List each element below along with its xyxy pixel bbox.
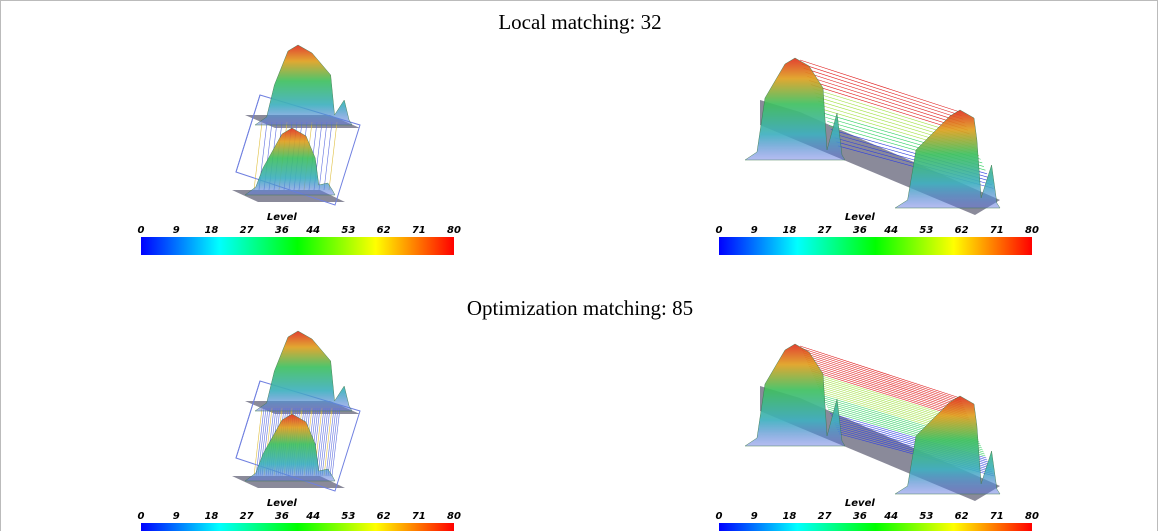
match-line (324, 122, 332, 190)
colorbar-tick-label: 44 (305, 511, 320, 522)
match-line (802, 64, 962, 116)
match-line (805, 357, 964, 408)
colorbar-tick-label: 0 (716, 225, 723, 236)
colorbar-label: Level (267, 212, 297, 223)
colorbar-tick-label: 80 (1025, 225, 1039, 236)
match-line (330, 408, 338, 476)
colorbar-tick-label: 53 (341, 511, 355, 522)
match-line (806, 360, 965, 411)
render-panel (232, 45, 1000, 215)
bounding-box (236, 95, 260, 172)
figure: Local matching: 32 Level 0 9 18 27 36 44 53 62 71 8… (0, 0, 1158, 531)
colorbar-tick-label: 18 (204, 511, 218, 522)
colorbar-tick-label: 53 (341, 225, 355, 236)
colorbar-tick-label: 9 (173, 225, 180, 236)
colorbar-tick-label: 0 (138, 511, 145, 522)
match-line (332, 408, 340, 476)
colorbar-tick-label: 80 (1025, 511, 1039, 522)
colorbar-tick-label: 62 (377, 511, 391, 522)
colorbar-tick-label: 0 (716, 511, 723, 522)
colorbar (719, 523, 1032, 531)
colorbar-tick-label: 44 (883, 225, 898, 236)
surface-peak (245, 128, 335, 195)
colorbar-tick-label: 18 (782, 511, 796, 522)
colorbar-tick-label: 9 (173, 511, 180, 522)
match-line (807, 362, 966, 412)
colorbar-tick-label: 62 (377, 225, 391, 236)
surface-peak (255, 331, 352, 411)
colorbar-tick-label: 36 (275, 511, 289, 522)
surface-peak (255, 45, 352, 125)
match-line (328, 408, 336, 476)
colorbar-tick-label: 62 (955, 225, 969, 236)
colorbar-tick-label: 71 (990, 511, 1004, 522)
render-panel (232, 331, 1000, 501)
section-title: Local matching: 32 (498, 10, 661, 34)
colorbar-tick-label: 18 (782, 225, 796, 236)
colorbar-tick-label: 62 (955, 511, 969, 522)
colorbar-tick-label: 27 (240, 225, 254, 236)
colorbar-label: Level (845, 212, 875, 223)
frame (1, 1, 1158, 531)
match-line (804, 355, 964, 406)
match-line (324, 408, 332, 476)
colorbar-tick-label: 9 (751, 511, 758, 522)
colorbar-tick-label: 71 (990, 225, 1004, 236)
colorbar-tick-label: 36 (853, 225, 867, 236)
match-line (802, 351, 962, 403)
match-line (326, 408, 334, 476)
match-line (320, 408, 328, 476)
match-line (319, 122, 327, 190)
section-title: Optimization matching: 85 (467, 296, 693, 320)
colorbar-tick-label: 36 (853, 511, 867, 522)
colorbar-tick-label: 36 (275, 225, 289, 236)
colorbar-tick-label: 53 (919, 511, 933, 522)
bounding-box (236, 381, 260, 458)
colorbar-label: Level (845, 498, 875, 509)
match-line (804, 68, 964, 119)
match-line (803, 353, 963, 404)
colorbar-tick-label: 44 (305, 225, 320, 236)
colorbar-tick-label: 9 (751, 225, 758, 236)
match-line (318, 408, 326, 476)
colorbar-tick-label: 71 (412, 511, 426, 522)
colorbar-tick-label: 27 (240, 511, 254, 522)
colorbar-tick-label: 80 (447, 511, 461, 522)
colorbar (141, 237, 454, 255)
colorbar-tick-label: 18 (204, 225, 218, 236)
match-line (329, 122, 337, 190)
colorbar-tick-label: 80 (447, 225, 461, 236)
colorbar-label: Level (267, 498, 297, 509)
colorbar (719, 237, 1032, 255)
colorbar-tick-label: 71 (412, 225, 426, 236)
colorbar-tick-label: 27 (818, 225, 832, 236)
colorbar-tick-label: 53 (919, 225, 933, 236)
colorbar-tick-label: 0 (138, 225, 145, 236)
colorbar-tick-label: 27 (818, 511, 832, 522)
match-line (322, 408, 330, 476)
match-line (805, 72, 964, 123)
colorbar-tick-label: 44 (883, 511, 898, 522)
colorbar (141, 523, 454, 531)
